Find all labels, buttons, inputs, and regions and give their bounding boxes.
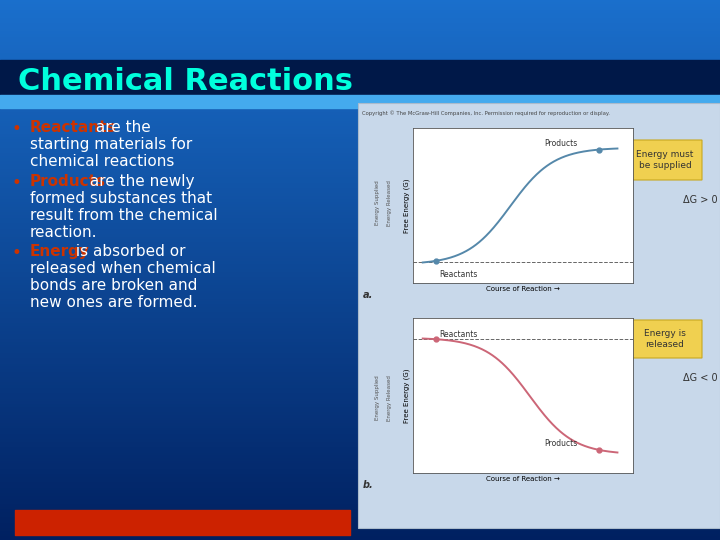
- Text: Products: Products: [544, 440, 577, 448]
- Text: •: •: [12, 244, 22, 262]
- Text: Energy is
released: Energy is released: [644, 329, 686, 349]
- Text: reaction.: reaction.: [30, 225, 97, 240]
- Text: Energy: Energy: [30, 244, 90, 259]
- Text: Products: Products: [30, 174, 106, 189]
- Text: •: •: [12, 120, 22, 138]
- Polygon shape: [602, 320, 702, 358]
- Text: Reactants: Reactants: [440, 330, 478, 339]
- Text: Copyright © The McGraw-Hill Companies, Inc. Permission required for reproduction: Copyright © The McGraw-Hill Companies, I…: [362, 110, 610, 116]
- Text: chemical reactions: chemical reactions: [30, 154, 174, 169]
- Text: a.: a.: [363, 290, 374, 300]
- Text: are the: are the: [91, 120, 151, 135]
- FancyBboxPatch shape: [358, 103, 720, 528]
- Text: Energy Released: Energy Released: [387, 375, 392, 421]
- Text: b.: b.: [363, 480, 374, 490]
- X-axis label: Course of Reaction →: Course of Reaction →: [486, 476, 560, 482]
- Text: Energy Supplied: Energy Supplied: [376, 376, 380, 420]
- X-axis label: Course of Reaction →: Course of Reaction →: [486, 286, 560, 292]
- Text: are the newly: are the newly: [84, 174, 194, 189]
- Y-axis label: Free Energy (G): Free Energy (G): [404, 178, 410, 233]
- Text: Products: Products: [544, 139, 577, 148]
- Text: result from the chemical: result from the chemical: [30, 208, 217, 223]
- Text: ΔG < 0: ΔG < 0: [683, 373, 717, 383]
- Polygon shape: [602, 140, 702, 180]
- Text: •: •: [12, 174, 22, 192]
- Text: Energy Released: Energy Released: [387, 180, 392, 226]
- Text: Energy must
be supplied: Energy must be supplied: [636, 150, 693, 170]
- Text: is absorbed or: is absorbed or: [71, 244, 186, 259]
- Text: formed substances that: formed substances that: [30, 191, 212, 206]
- Text: new ones are formed.: new ones are formed.: [30, 295, 197, 310]
- Text: starting materials for: starting materials for: [30, 137, 192, 152]
- Text: bonds are broken and: bonds are broken and: [30, 279, 197, 293]
- Y-axis label: Free Energy (G): Free Energy (G): [404, 368, 410, 423]
- Text: Chemical Reactions: Chemical Reactions: [18, 68, 353, 97]
- Text: Reactants: Reactants: [30, 120, 117, 135]
- Text: Energy Supplied: Energy Supplied: [376, 180, 380, 225]
- Text: Reactants: Reactants: [440, 270, 478, 279]
- Text: ΔG > 0: ΔG > 0: [683, 195, 717, 205]
- Text: released when chemical: released when chemical: [30, 261, 216, 276]
